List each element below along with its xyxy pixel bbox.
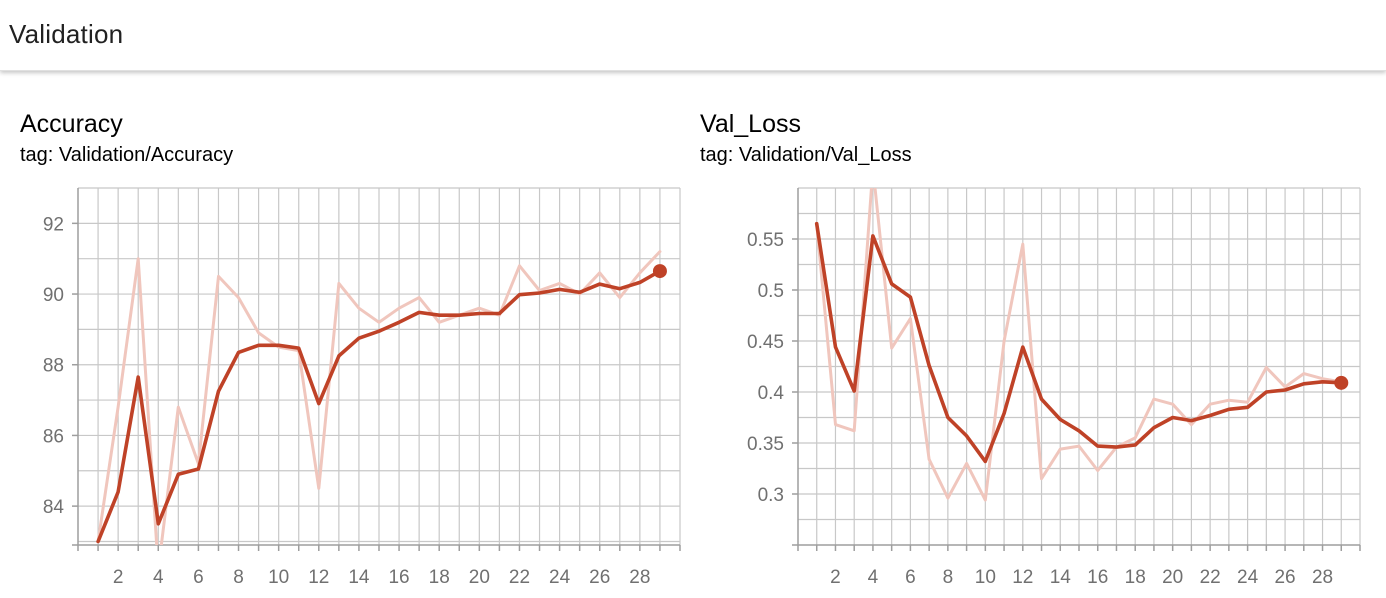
y-tick-label: 0.45 <box>747 332 784 353</box>
x-tick-label: 26 <box>589 567 610 588</box>
x-tick-label: 2 <box>830 567 841 588</box>
y-tick-label: 86 <box>43 426 64 447</box>
x-tick-label: 6 <box>193 567 204 588</box>
y-tick-label: 0.3 <box>758 485 784 506</box>
raw-series-line <box>815 188 1343 502</box>
val-loss-chart[interactable]: 0.30.350.40.450.50.552 4 6 8 10 12 14 16 18 20 22 2… <box>690 0 1386 598</box>
x-tick-label: 28 <box>629 567 650 588</box>
x-tick-label: 22 <box>509 567 530 588</box>
x-tick-label: 4 <box>153 567 164 588</box>
chart-title: Accuracy <box>20 110 123 138</box>
series-group <box>814 188 1344 502</box>
x-tick-label: 2 <box>113 567 124 588</box>
y-tick-label: 0.55 <box>747 230 784 251</box>
x-tick-label: 16 <box>1087 567 1108 588</box>
x-tick-label: 14 <box>348 567 370 588</box>
x-tick-label: 12 <box>308 567 329 588</box>
y-tick-label: 0.35 <box>747 434 784 455</box>
x-tick-label: 24 <box>549 567 571 588</box>
series-group <box>96 250 662 545</box>
y-tick-label: 92 <box>43 214 64 235</box>
x-tick-label: 8 <box>233 567 244 588</box>
x-tick-label: 20 <box>469 567 490 588</box>
section-header: Validation <box>0 0 1386 71</box>
y-tick-label: 0.5 <box>758 281 784 302</box>
y-tick-label: 84 <box>43 497 65 518</box>
chart-tag: tag: Validation/Val_Loss <box>700 144 912 166</box>
x-tick-label: 16 <box>388 567 409 588</box>
smoothed-series-line <box>96 269 662 544</box>
section-title: Validation <box>9 19 124 49</box>
x-tick-label: 10 <box>975 567 996 588</box>
y-tick-label: 0.4 <box>758 383 785 404</box>
x-tick-label: 6 <box>905 567 916 588</box>
x-tick-label: 22 <box>1200 567 1221 588</box>
last-value-marker <box>1334 375 1349 390</box>
smoothed-series-line <box>814 221 1344 464</box>
x-tick-label: 28 <box>1312 567 1333 588</box>
raw-series-line <box>96 250 662 545</box>
x-tick-label: 14 <box>1050 567 1072 588</box>
y-tick-label: 88 <box>43 356 64 377</box>
chart-title: Val_Loss <box>700 110 801 138</box>
x-tick-label: 26 <box>1274 567 1295 588</box>
last-value-marker <box>652 264 667 279</box>
x-tick-label: 20 <box>1162 567 1183 588</box>
x-tick-label: 12 <box>1012 567 1033 588</box>
x-tick-label: 10 <box>268 567 289 588</box>
x-tick-label: 4 <box>868 567 879 588</box>
x-tick-label: 8 <box>943 567 954 588</box>
y-tick-label: 90 <box>43 285 64 306</box>
x-tick-label: 24 <box>1237 567 1259 588</box>
x-tick-label: 18 <box>1125 567 1146 588</box>
chart-tag: tag: Validation/Accuracy <box>20 144 234 166</box>
x-tick-label: 18 <box>429 567 450 588</box>
